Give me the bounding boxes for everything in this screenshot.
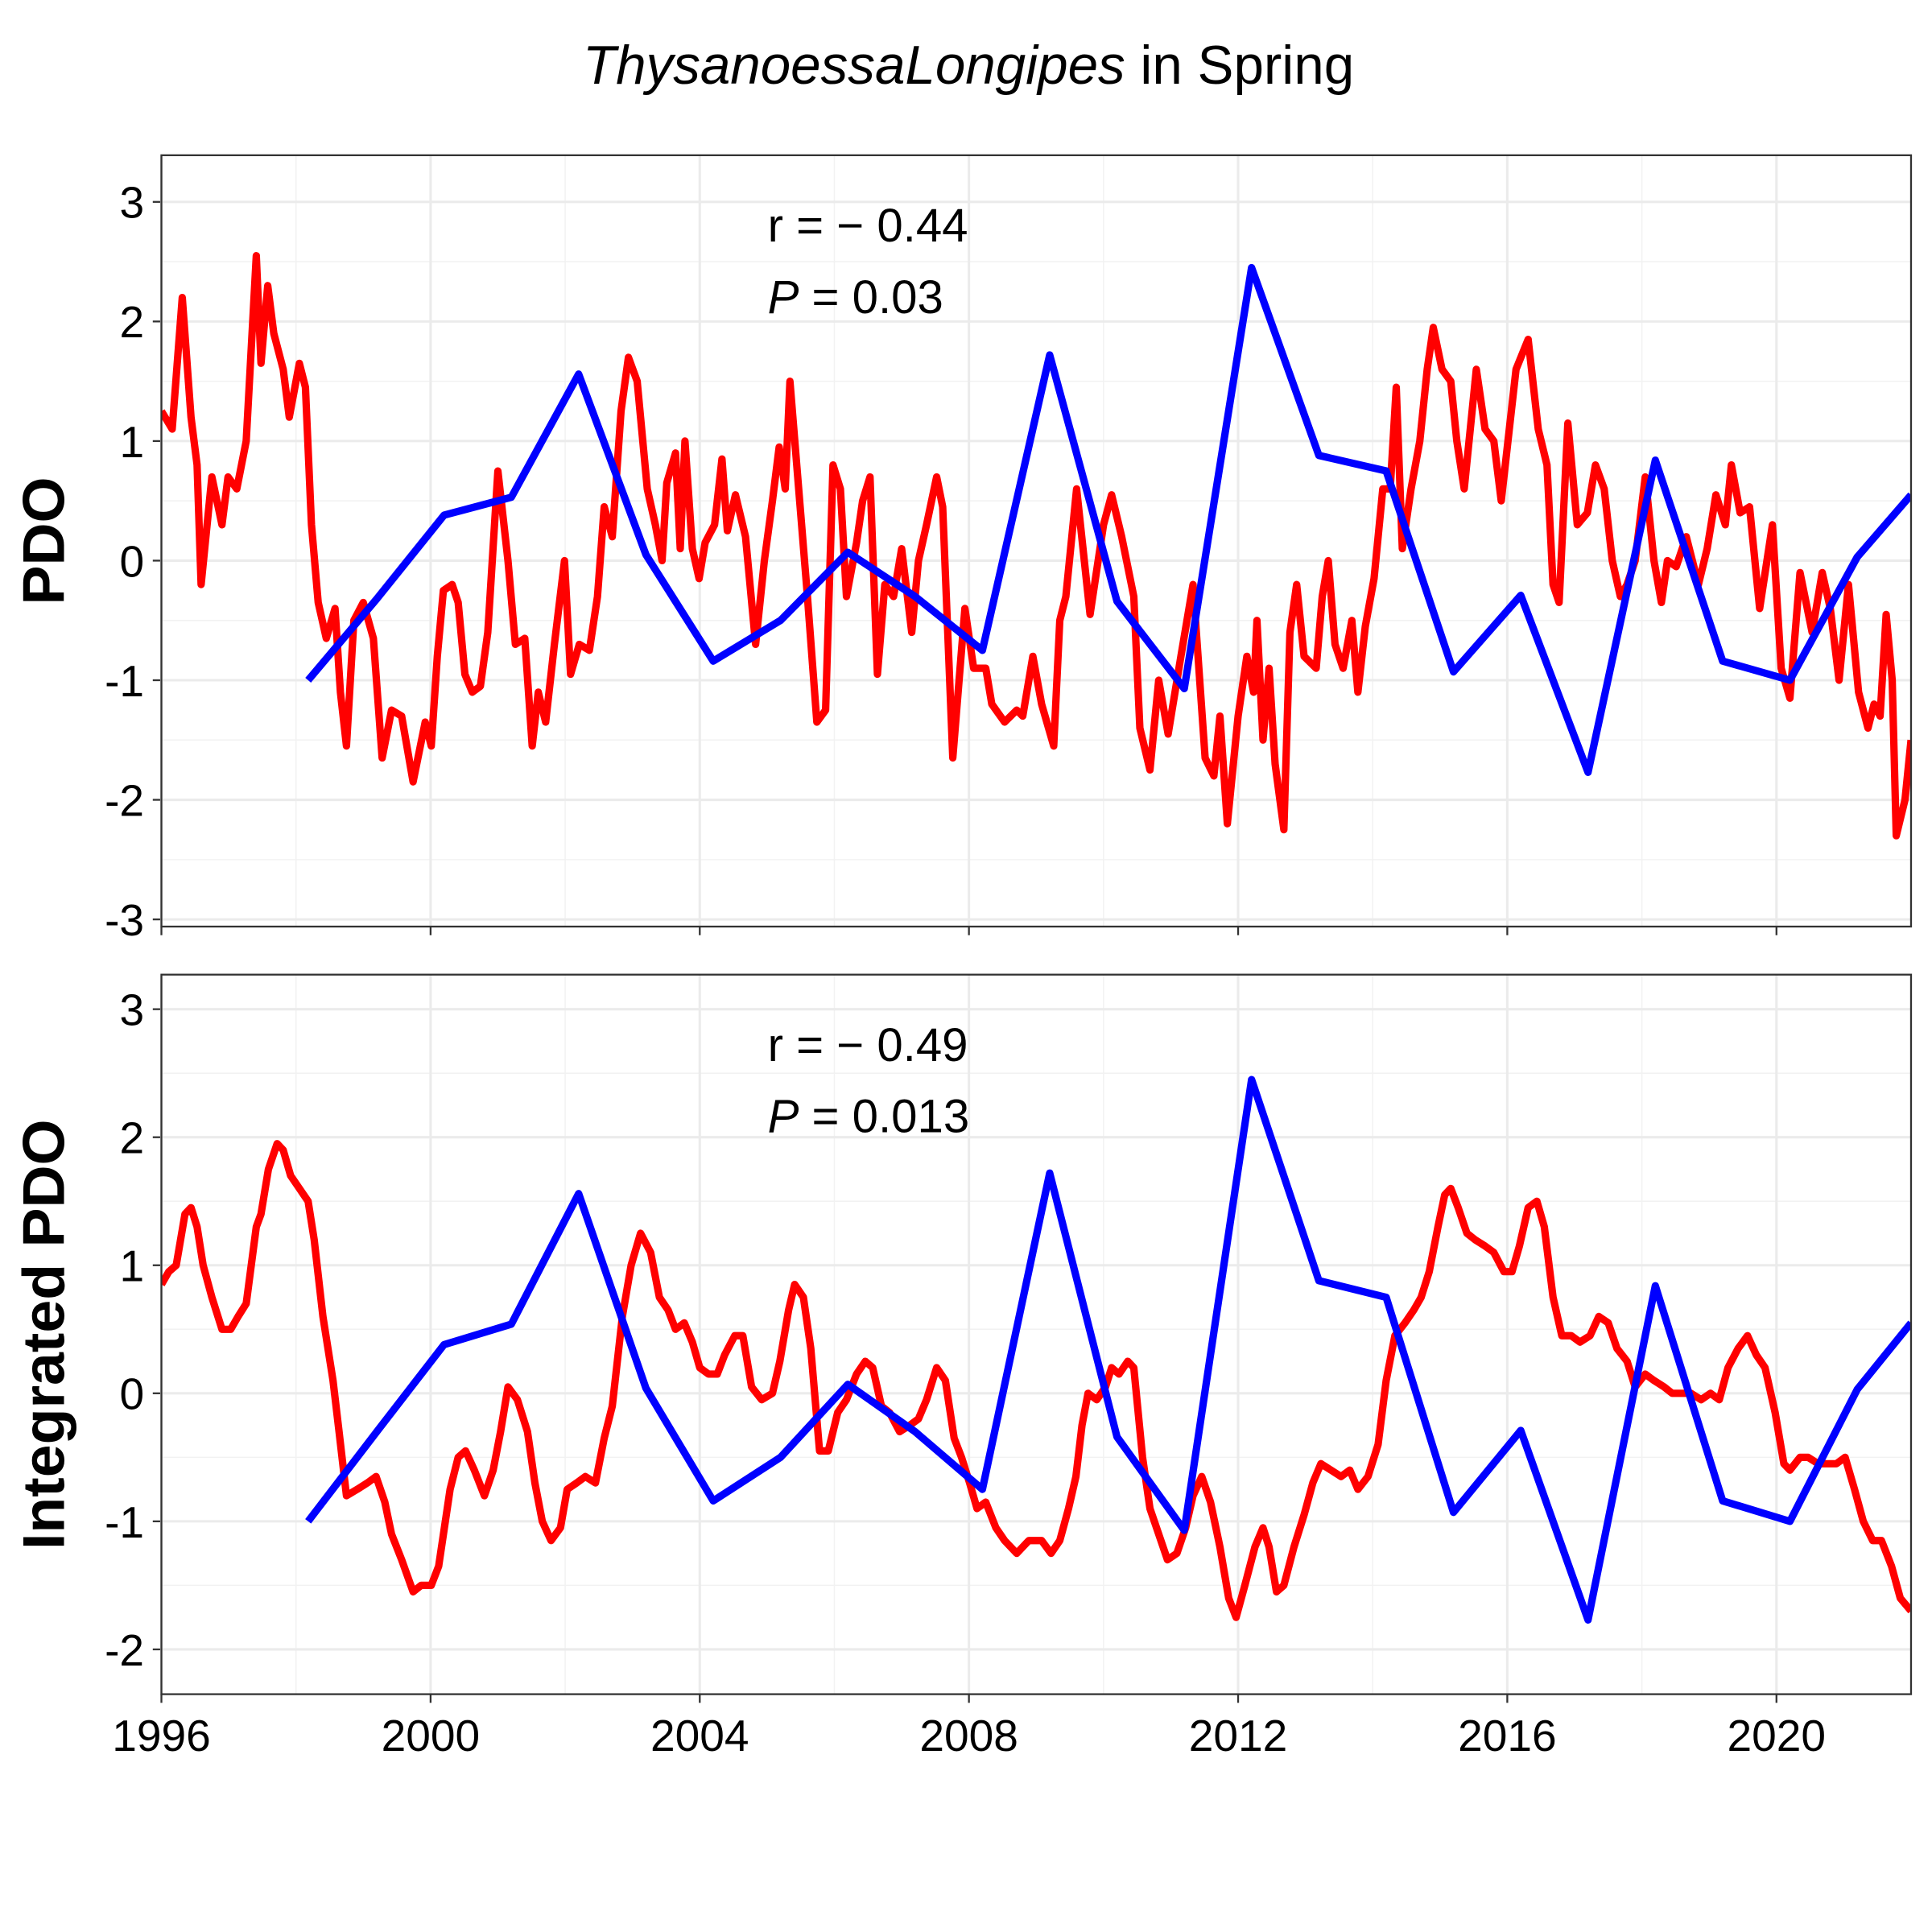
y-tick-label: 2 (119, 297, 144, 347)
annotation-r: r = − 0.49 (768, 1019, 968, 1071)
p-symbol: P (768, 271, 799, 324)
series-line (305, 263, 1911, 776)
y-tick-label: 0 (119, 536, 144, 586)
x-tick-label: 2008 (919, 1711, 1018, 1761)
x-tick-label: 2000 (382, 1711, 481, 1761)
series-line (161, 1140, 1911, 1621)
x-tick-label: 2020 (1728, 1711, 1827, 1761)
y-axis-label: PDO (10, 477, 77, 605)
series-line (305, 1075, 1911, 1624)
y-tick-label: 1 (119, 1241, 144, 1291)
y-tick-label: 1 (119, 417, 144, 467)
x-tick-label: 1996 (112, 1711, 211, 1761)
y-tick-label: 0 (119, 1369, 144, 1419)
annotation-p: P = 0.013 (768, 1091, 970, 1143)
p-text: = 0.013 (812, 1091, 970, 1143)
y-tick-label: 3 (119, 178, 144, 228)
x-tick-label: 2012 (1189, 1711, 1288, 1761)
y-tick-label: 2 (119, 1113, 144, 1163)
title-text: in Spring (1140, 35, 1354, 96)
x-tick-label: 2004 (650, 1711, 749, 1761)
plot-border (160, 973, 1913, 1695)
p-text: = 0.03 (812, 271, 943, 324)
annotation-r: r = − 0.44 (768, 200, 968, 252)
series-line (161, 252, 1911, 840)
panel: -2 -1 0 1 2 3 1996 2000 2004 2008 2012 2016 2020 Inte… (10, 973, 1913, 1761)
y-axis-label: Integrated PDO (10, 1119, 77, 1550)
y-tick-label: -3 (105, 895, 144, 945)
y-tick-label: -2 (105, 775, 144, 825)
plot-background (161, 155, 1911, 927)
y-tick-label: -1 (105, 656, 144, 706)
title-species: ThysanoessaLongipes (583, 35, 1125, 96)
annotation-p: P = 0.03 (768, 271, 943, 324)
chart-title: ThysanoessaLongipes in Spring (583, 35, 1354, 96)
x-tick-label: 2016 (1458, 1711, 1557, 1761)
y-tick-label: -2 (105, 1625, 144, 1675)
plot-background (161, 974, 1911, 1695)
y-tick-label: -1 (105, 1497, 144, 1547)
panel: -3 -2 -1 0 1 2 3 PDO r = − 0.44 P = 0.03 (10, 154, 1913, 945)
y-tick-label: 3 (119, 985, 144, 1035)
p-symbol: P (768, 1091, 799, 1143)
plot-border (160, 154, 1913, 928)
